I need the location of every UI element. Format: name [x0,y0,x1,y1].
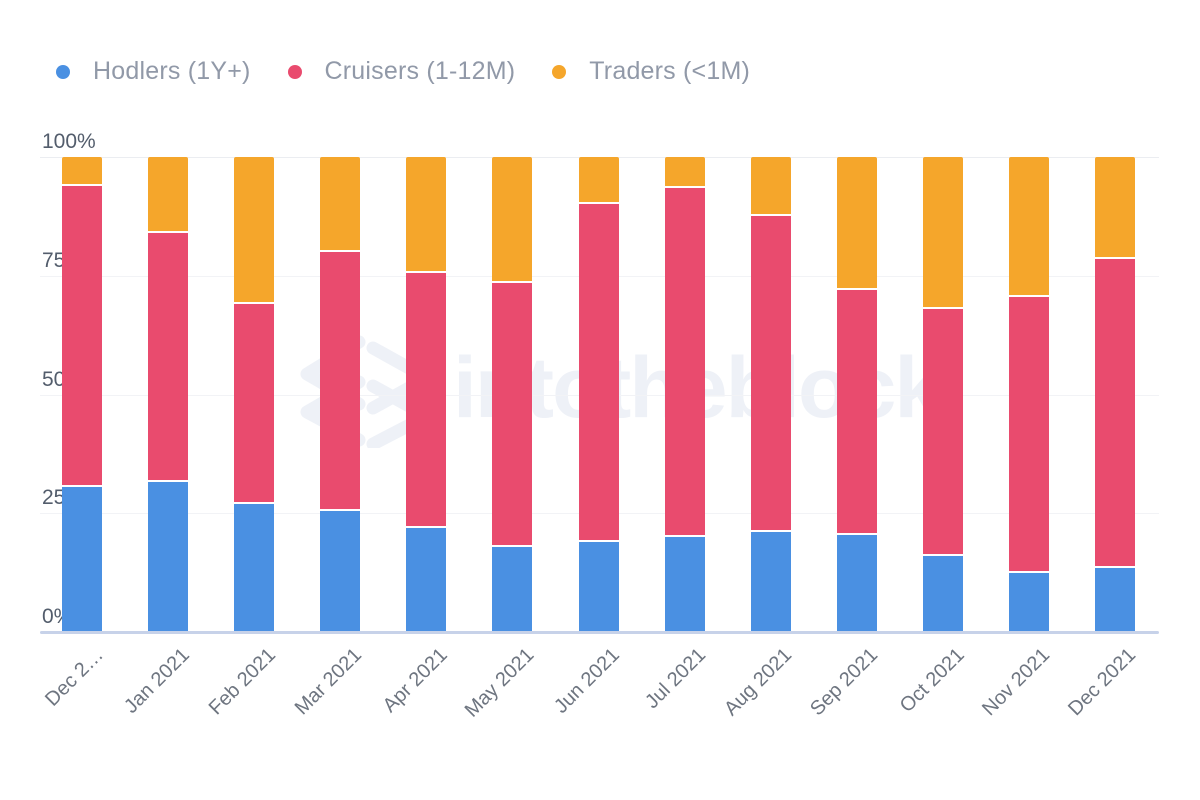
bar-segment-traders[interactable] [578,157,619,205]
bar-segment-cruisers[interactable] [62,185,102,488]
bar-dec-2-[interactable] [62,157,102,632]
bar-segment-hodlers[interactable] [62,487,102,632]
bar-segment-hodlers[interactable] [1008,572,1049,632]
bar-segment-hodlers[interactable] [148,482,189,632]
x-axis-tick-label: Aug 2021 [720,644,797,721]
bar-segment-traders[interactable] [1095,157,1135,260]
legend-item-cruisers[interactable]: Cruisers (1-12M) [287,57,516,86]
bar-aug-2021[interactable] [750,157,791,632]
bar-segment-traders[interactable] [62,157,102,186]
legend-label: Traders (<1M) [589,57,750,85]
bar-segment-cruisers[interactable] [234,304,275,504]
bar-feb-2021[interactable] [234,157,275,632]
y-axis-tick-100: 100% [42,130,96,153]
x-axis-tick-label: Dec 2… [40,644,108,711]
bar-segment-traders[interactable] [922,157,963,309]
bar-segment-cruisers[interactable] [1008,297,1049,573]
bar-segment-cruisers[interactable] [320,252,361,511]
bar-sep-2021[interactable] [836,157,877,632]
bar-segment-hodlers[interactable] [836,534,877,632]
bar-segment-hodlers[interactable] [492,546,533,632]
bar-segment-hodlers[interactable] [578,541,619,632]
x-axis-line [40,631,1159,634]
bar-segment-cruisers[interactable] [922,309,963,556]
x-axis-tick-label: Apr 2021 [378,644,452,717]
bar-segment-cruisers[interactable] [750,216,791,533]
x-axis-tick-label: Jan 2021 [119,644,194,718]
bar-may-2021[interactable] [492,157,533,632]
bar-segment-traders[interactable] [148,157,189,234]
bar-segment-cruisers[interactable] [148,233,189,483]
bar-segment-cruisers[interactable] [578,204,619,542]
x-axis-tick-label: Sep 2021 [806,644,883,721]
bar-segment-traders[interactable] [750,157,791,217]
legend-label: Hodlers (1Y+) [93,57,251,85]
x-axis-tick-label: Feb 2021 [204,644,280,720]
legend-dot-icon [287,64,302,79]
bar-segment-traders[interactable] [664,157,705,188]
bar-segment-cruisers[interactable] [406,273,447,528]
bar-segment-hodlers[interactable] [234,503,275,632]
bar-segment-hodlers[interactable] [750,532,791,632]
bar-segment-hodlers[interactable] [406,527,447,632]
legend-dot-icon [56,64,70,79]
x-axis-tick-label: Nov 2021 [978,644,1055,721]
x-axis-tick-label: Jul 2021 [641,644,711,714]
bar-segment-traders[interactable] [836,157,877,291]
bar-nov-2021[interactable] [1008,157,1049,632]
x-axis-tick-label: Dec 2021 [1064,644,1141,721]
bar-segment-hodlers[interactable] [1095,567,1135,632]
bar-mar-2021[interactable] [320,157,361,632]
legend-dot-icon [552,64,567,79]
legend-label: Cruisers (1-12M) [324,57,516,85]
bar-segment-cruisers[interactable] [1095,259,1135,568]
bar-jan-2021[interactable] [148,157,189,632]
bar-dec-2021[interactable] [1095,157,1135,632]
bar-jul-2021[interactable] [664,157,705,632]
bar-segment-traders[interactable] [1008,157,1049,298]
bar-jun-2021[interactable] [578,157,619,632]
x-axis-tick-label: Jun 2021 [550,644,625,718]
bar-segment-traders[interactable] [406,157,447,274]
x-axis-tick-label: Mar 2021 [290,644,366,720]
bar-segment-hodlers[interactable] [922,556,963,632]
bar-apr-2021[interactable] [406,157,447,632]
bar-segment-traders[interactable] [234,157,275,305]
x-axis-tick-label: May 2021 [460,644,538,722]
bar-oct-2021[interactable] [922,157,963,632]
bar-segment-traders[interactable] [492,157,533,283]
bar-segment-hodlers[interactable] [320,510,361,632]
legend: Hodlers (1Y+) Cruisers (1-12M) Traders (<1… [56,57,750,86]
bar-segment-traders[interactable] [320,157,361,253]
bar-segment-hodlers[interactable] [664,537,705,632]
legend-item-hodlers[interactable]: Hodlers (1Y+) [56,57,251,86]
bar-segment-cruisers[interactable] [836,290,877,535]
x-axis-tick-label: Oct 2021 [895,644,969,717]
bar-segment-cruisers[interactable] [492,282,533,547]
bar-segment-cruisers[interactable] [664,187,705,537]
legend-item-traders[interactable]: Traders (<1M) [552,57,750,86]
